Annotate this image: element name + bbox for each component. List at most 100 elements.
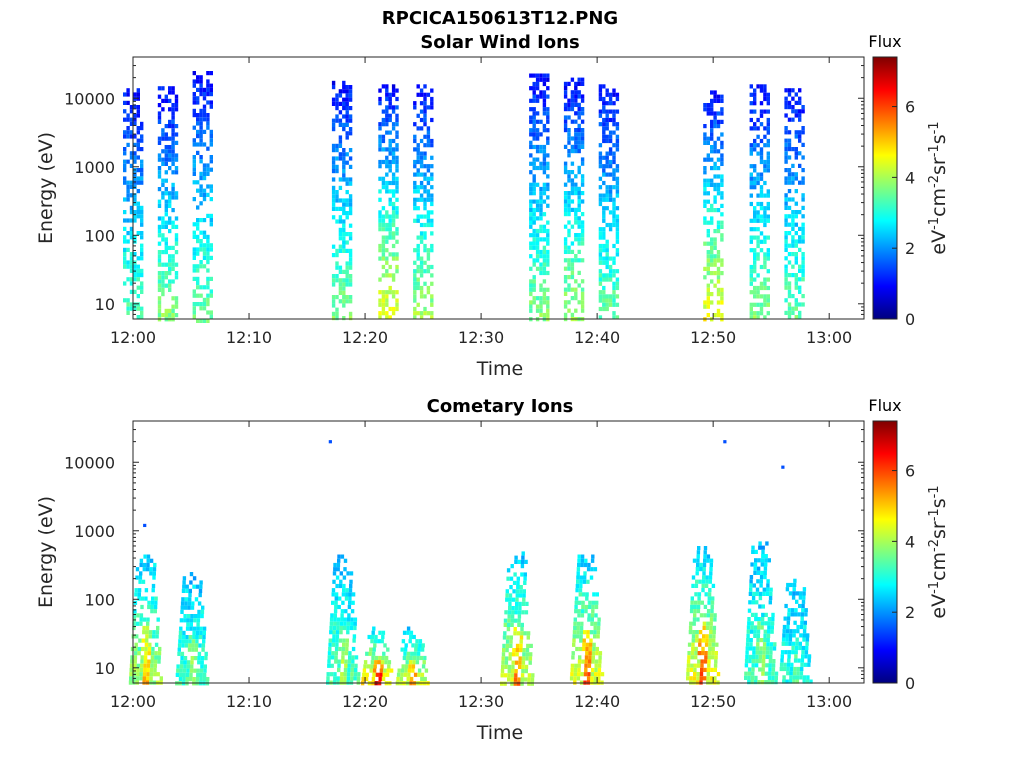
spectrogram-cell — [608, 197, 613, 202]
spectrogram-cell — [532, 296, 536, 301]
spectrogram-cell — [563, 312, 568, 317]
spectrogram-cell — [197, 660, 201, 665]
spectrogram-cell — [181, 639, 185, 644]
spectrogram-cell — [385, 96, 389, 102]
spectrogram-cell — [192, 289, 196, 294]
spectrogram-cell — [705, 638, 709, 643]
spectrogram-cell — [192, 276, 196, 281]
spectrogram-cell — [768, 596, 773, 601]
spectrogram-cell — [753, 109, 757, 114]
spectrogram-cell — [145, 630, 149, 635]
spectrogram-cell — [416, 655, 420, 661]
spectrogram-cell — [799, 675, 803, 680]
spectrogram-cell — [354, 667, 358, 673]
spectrogram-cell — [573, 617, 577, 622]
spectrogram-cell — [430, 315, 434, 320]
spectrogram-cell — [353, 625, 357, 631]
spectrogram-cell — [749, 290, 753, 295]
spectrogram-cell — [702, 571, 706, 576]
spectrogram-cell — [136, 663, 140, 668]
spectrogram-cell — [713, 187, 717, 192]
spectrogram-cell — [703, 558, 707, 563]
spectrogram-cell — [532, 182, 536, 187]
spectrogram-cell — [161, 128, 165, 133]
spectrogram-cell — [763, 84, 767, 89]
spectrogram-cell — [348, 114, 353, 119]
spectrogram-cell — [161, 275, 165, 280]
spectrogram-cell — [602, 164, 606, 169]
spectrogram-cell — [181, 643, 185, 648]
spectrogram-cell — [615, 248, 620, 253]
spectrogram-cell — [546, 308, 550, 313]
spectrogram-cell — [577, 663, 581, 668]
spectrogram-cell — [774, 671, 779, 676]
spectrogram-cell — [615, 315, 620, 320]
spectrogram-cell — [798, 285, 802, 290]
spectrogram-cell — [583, 571, 587, 576]
spectrogram-cell — [535, 308, 540, 313]
spectrogram-cell — [386, 668, 390, 673]
spectrogram-cell — [192, 108, 196, 113]
spectrogram-cell — [605, 88, 609, 93]
spectrogram-cell — [758, 596, 763, 601]
spectrogram-cell — [192, 100, 196, 105]
spectrogram-cell — [764, 671, 768, 676]
spectrogram-cell — [612, 92, 616, 97]
spectrogram-cell — [749, 101, 753, 106]
spectrogram-cell — [391, 138, 396, 144]
spectrogram-cell — [573, 672, 577, 677]
spectrogram-cell — [585, 596, 589, 601]
spectrogram-cell — [168, 107, 172, 112]
spectrogram-cell — [129, 672, 133, 677]
spectrogram-cell — [331, 160, 336, 165]
spectrogram-cell — [327, 651, 332, 656]
spectrogram-cell — [413, 189, 417, 194]
spectrogram-cell — [430, 281, 434, 286]
spectrogram-cell — [335, 194, 339, 199]
spectrogram-cell — [417, 647, 421, 652]
spectrogram-cell — [787, 654, 791, 659]
spectrogram-cell — [199, 184, 203, 189]
spectrogram-cell — [702, 625, 706, 630]
spectrogram-cell — [345, 232, 349, 237]
spectrogram-cell — [608, 147, 613, 152]
spectrogram-cell — [335, 278, 339, 283]
spectrogram-cell — [539, 254, 543, 259]
spectrogram-cell — [602, 172, 606, 177]
spectrogram-cell — [759, 579, 763, 584]
spectrogram-cell — [423, 172, 427, 177]
spectrogram-cell — [345, 110, 349, 115]
spectrogram-cell — [612, 151, 616, 156]
spectrogram-cell — [133, 117, 137, 122]
spectrogram-cell — [612, 294, 616, 299]
spectrogram-cell — [189, 626, 193, 631]
spectrogram-cell — [133, 218, 137, 223]
spectrogram-cell — [706, 558, 710, 563]
spectrogram-cell — [333, 621, 337, 626]
spectrogram-cell — [412, 655, 417, 661]
spectrogram-cell — [373, 639, 378, 644]
axes-frame — [132, 420, 865, 684]
spectrogram-cell — [423, 281, 427, 286]
spectrogram-cell — [574, 182, 578, 187]
spectrogram-cell — [348, 588, 353, 593]
spectrogram-cell — [196, 142, 200, 147]
spectrogram-cell — [615, 206, 620, 211]
spectrogram-cell — [385, 239, 389, 244]
spectrogram-cell — [378, 101, 382, 106]
spectrogram-cell — [709, 571, 713, 576]
spectrogram-cell — [517, 681, 521, 686]
spectrogram-cell — [542, 81, 547, 87]
spectrogram-cell — [704, 592, 708, 597]
spectrogram-cell — [577, 136, 581, 141]
spectrogram-cell — [388, 218, 392, 223]
spectrogram-cell — [747, 608, 752, 613]
spectrogram-cell — [749, 269, 753, 274]
spectrogram-cell — [768, 600, 772, 605]
spectrogram-cell — [706, 199, 710, 204]
spectrogram-cell — [515, 648, 519, 653]
spectrogram-cell — [135, 621, 140, 626]
spectrogram-cell — [403, 647, 408, 652]
spectrogram-cell — [381, 235, 386, 240]
spectrogram-cell — [202, 108, 207, 113]
